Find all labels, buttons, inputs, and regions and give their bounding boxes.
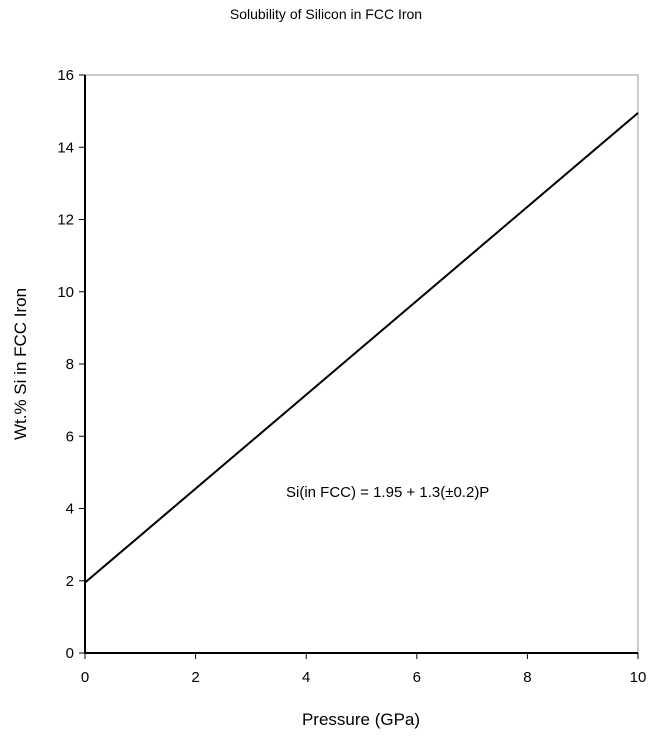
- x-tick-label: 8: [523, 669, 531, 686]
- x-tick-label: 10: [630, 669, 647, 686]
- y-tick-label: 4: [66, 501, 74, 518]
- plot-area-frame: [84, 74, 639, 654]
- y-tick-label: 8: [66, 356, 74, 373]
- x-axis-ticks: 0 2 4 6 8 10: [81, 653, 647, 686]
- x-tick-label: 2: [191, 669, 199, 686]
- y-tick-label: 0: [66, 645, 74, 662]
- x-tick-label: 0: [81, 669, 89, 686]
- series-layer: [84, 112, 639, 584]
- y-axis-label: Wt.% Si in FCC Iron: [11, 288, 30, 440]
- annotation-equation: Si(in FCC) = 1.95 + 1.3(±0.2)P: [286, 484, 489, 501]
- y-tick-label: 2: [66, 573, 74, 590]
- y-tick-label: 16: [57, 67, 74, 84]
- x-tick-label: 4: [302, 669, 310, 686]
- x-tick-label: 6: [413, 669, 421, 686]
- y-tick-label: 6: [66, 428, 74, 445]
- y-tick-label: 10: [57, 284, 74, 301]
- x-axis-label: Pressure (GPa): [302, 710, 420, 729]
- y-tick-label: 12: [57, 212, 74, 229]
- y-axis-ticks: 0 2 4 6 8 10 12 14 16: [57, 67, 85, 662]
- chart-title: Solubility of Silicon in FCC Iron: [230, 6, 422, 22]
- y-tick-label: 14: [57, 139, 74, 156]
- series-line: [84, 112, 639, 584]
